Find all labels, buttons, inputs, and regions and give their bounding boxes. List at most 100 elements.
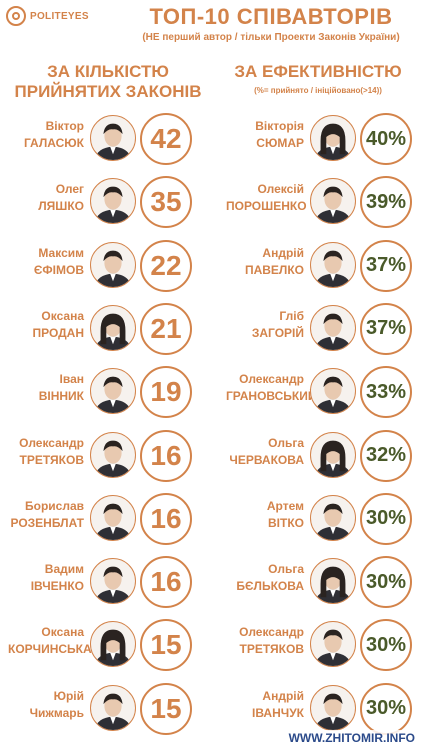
left-row-10: Юрій Чижмарь 15: [8, 682, 198, 738]
first-name: Андрій: [262, 688, 304, 703]
left-row-1: Віктор ГАЛАСЮК 42: [8, 112, 198, 168]
person-name: Вадим ІВЧЕНКО: [8, 561, 84, 595]
left-row-6: Олександр ТРЕТЯКОВ 16: [8, 429, 198, 485]
last-name: СЮМАР: [256, 136, 304, 150]
last-name: РОЗЕНБЛАТ: [10, 515, 84, 530]
last-name: БЄЛЬКОВА: [236, 579, 304, 594]
last-name: ГРАНОВСЬКИЙ: [226, 389, 317, 404]
brand-name: POLITEYES: [30, 10, 89, 22]
portrait-photo: [310, 241, 356, 288]
efficiency-badge: 30%: [360, 556, 412, 609]
first-name: Оксана: [41, 625, 84, 640]
first-name: Оксана: [41, 308, 84, 323]
first-name: Олександр: [19, 435, 84, 450]
first-name: Олексій: [257, 182, 304, 197]
left-row-3: Максим ЄФІМОВ 22: [8, 239, 198, 295]
person-name: Артем ВІТКО: [226, 498, 304, 532]
right-row-10: Андрій ІВАНЧУК 30%: [226, 682, 416, 738]
portrait-photo: [310, 684, 356, 731]
laws-count-badge: 35: [140, 176, 192, 229]
efficiency-badge: 37%: [360, 239, 412, 292]
person-name: Віктор ГАЛАСЮК: [8, 118, 84, 152]
person-name: Іван ВІННИК: [8, 371, 84, 405]
person-name: Максим ЄФІМОВ: [8, 245, 84, 279]
last-name: КОРЧИНСЬКА: [8, 642, 92, 657]
right-row-7: Артем ВІТКО 30%: [226, 492, 416, 548]
last-name: ЗАГОРІЙ: [251, 325, 304, 340]
efficiency-badge: 33%: [360, 366, 412, 419]
portrait-photo: [90, 558, 136, 605]
first-name: Гліб: [279, 308, 304, 323]
portrait-photo: [310, 558, 356, 605]
left-row-2: Олег ЛЯШКО 35: [8, 175, 198, 231]
portrait-photo: [90, 431, 136, 478]
first-name: Олександр: [239, 625, 304, 640]
person-name: Борислав РОЗЕНБЛАТ: [8, 498, 84, 532]
first-name: Юрій: [53, 688, 84, 703]
laws-count-badge: 22: [140, 239, 192, 292]
portrait-photo: [90, 304, 136, 351]
first-name: Олександр: [239, 372, 304, 387]
last-name: ГАЛАСЮК: [23, 136, 84, 150]
last-name: ВІННИК: [38, 389, 84, 404]
last-name: ІВЧЕНКО: [30, 579, 84, 594]
last-name: ЛЯШКО: [38, 199, 84, 214]
laws-count-badge: 42: [140, 113, 192, 165]
left-row-5: Іван ВІННИК 19: [8, 365, 198, 421]
person-name: Ольга БЄЛЬКОВА: [226, 561, 304, 595]
person-name: Олексій ПОРОШЕНКО: [226, 181, 307, 215]
laws-count-badge: 16: [140, 429, 192, 482]
first-name: Ольга: [268, 435, 304, 450]
last-name: ТРЕТЯКОВ: [19, 452, 84, 467]
efficiency-badge: 37%: [360, 302, 412, 355]
person-name: Ольга ЧЕРВАКОВА: [226, 435, 304, 469]
first-name: Ольга: [268, 562, 304, 577]
efficiency-badge: 30%: [360, 492, 412, 545]
portrait-photo: [310, 494, 356, 541]
left-row-4: Оксана ПРОДАН 21: [8, 302, 198, 358]
person-name: Андрій ІВАНЧУК: [226, 688, 304, 722]
person-name: Олег ЛЯШКО: [8, 181, 84, 215]
person-name: Вікторія СЮМАР: [226, 118, 304, 152]
person-name: Оксана ПРОДАН: [8, 308, 84, 342]
left-column-title-line2: ПРИЙНЯТИХ ЗАКОНІВ: [14, 82, 202, 101]
right-row-8: Ольга БЄЛЬКОВА 30%: [226, 555, 416, 611]
left-column-title: ЗА КІЛЬКІСТЮ ПРИЙНЯТИХ ЗАКОНІВ: [8, 62, 208, 102]
right-row-5: Олександр ГРАНОВСЬКИЙ 33%: [226, 365, 416, 421]
left-column-title-line1: ЗА КІЛЬКІСТЮ: [47, 62, 169, 81]
laws-count-badge: 16: [140, 556, 192, 609]
last-name: ІВАНЧУК: [252, 705, 304, 720]
left-row-7: Борислав РОЗЕНБЛАТ 16: [8, 492, 198, 548]
portrait-photo: [90, 178, 136, 225]
last-name: ПОРОШЕНКО: [226, 199, 307, 214]
first-name: Віктор: [45, 119, 84, 133]
person-name: Олександр ТРЕТЯКОВ: [8, 435, 84, 469]
efficiency-badge: 30%: [360, 619, 412, 672]
brand-logo: POLITEYES: [6, 6, 89, 26]
right-row-4: Гліб ЗАГОРІЙ 37%: [226, 302, 416, 358]
first-name: Максим: [38, 245, 84, 260]
efficiency-badge: 30%: [360, 682, 412, 735]
first-name: Вадим: [44, 562, 84, 577]
portrait-photo: [310, 115, 356, 161]
laws-count-badge: 15: [140, 619, 192, 672]
portrait-photo: [310, 431, 356, 478]
person-name: Оксана КОРЧИНСЬКА: [8, 624, 92, 658]
first-name: Артем: [266, 498, 304, 513]
right-row-3: Андрій ПАВЕЛКО 37%: [226, 239, 416, 295]
right-row-2: Олексій ПОРОШЕНКО 39%: [226, 175, 416, 231]
portrait-photo: [90, 684, 136, 731]
portrait-photo: [310, 178, 356, 225]
portrait-photo: [310, 304, 356, 351]
portrait-photo: [310, 621, 356, 668]
laws-count-badge: 19: [140, 366, 192, 419]
laws-count-badge: 21: [140, 302, 192, 355]
last-name: ВІТКО: [268, 515, 304, 530]
person-name: Юрій Чижмарь: [8, 688, 84, 722]
page-subtitle: (НЕ перший автор / тільки Проекти Законі…: [142, 32, 400, 43]
watermark: WWW.ZHITOMIR.INFO: [285, 730, 418, 746]
first-name: Борислав: [24, 498, 84, 513]
laws-count-badge: 16: [140, 492, 192, 545]
first-name: Вікторія: [255, 119, 304, 133]
portrait-photo: [90, 494, 136, 541]
